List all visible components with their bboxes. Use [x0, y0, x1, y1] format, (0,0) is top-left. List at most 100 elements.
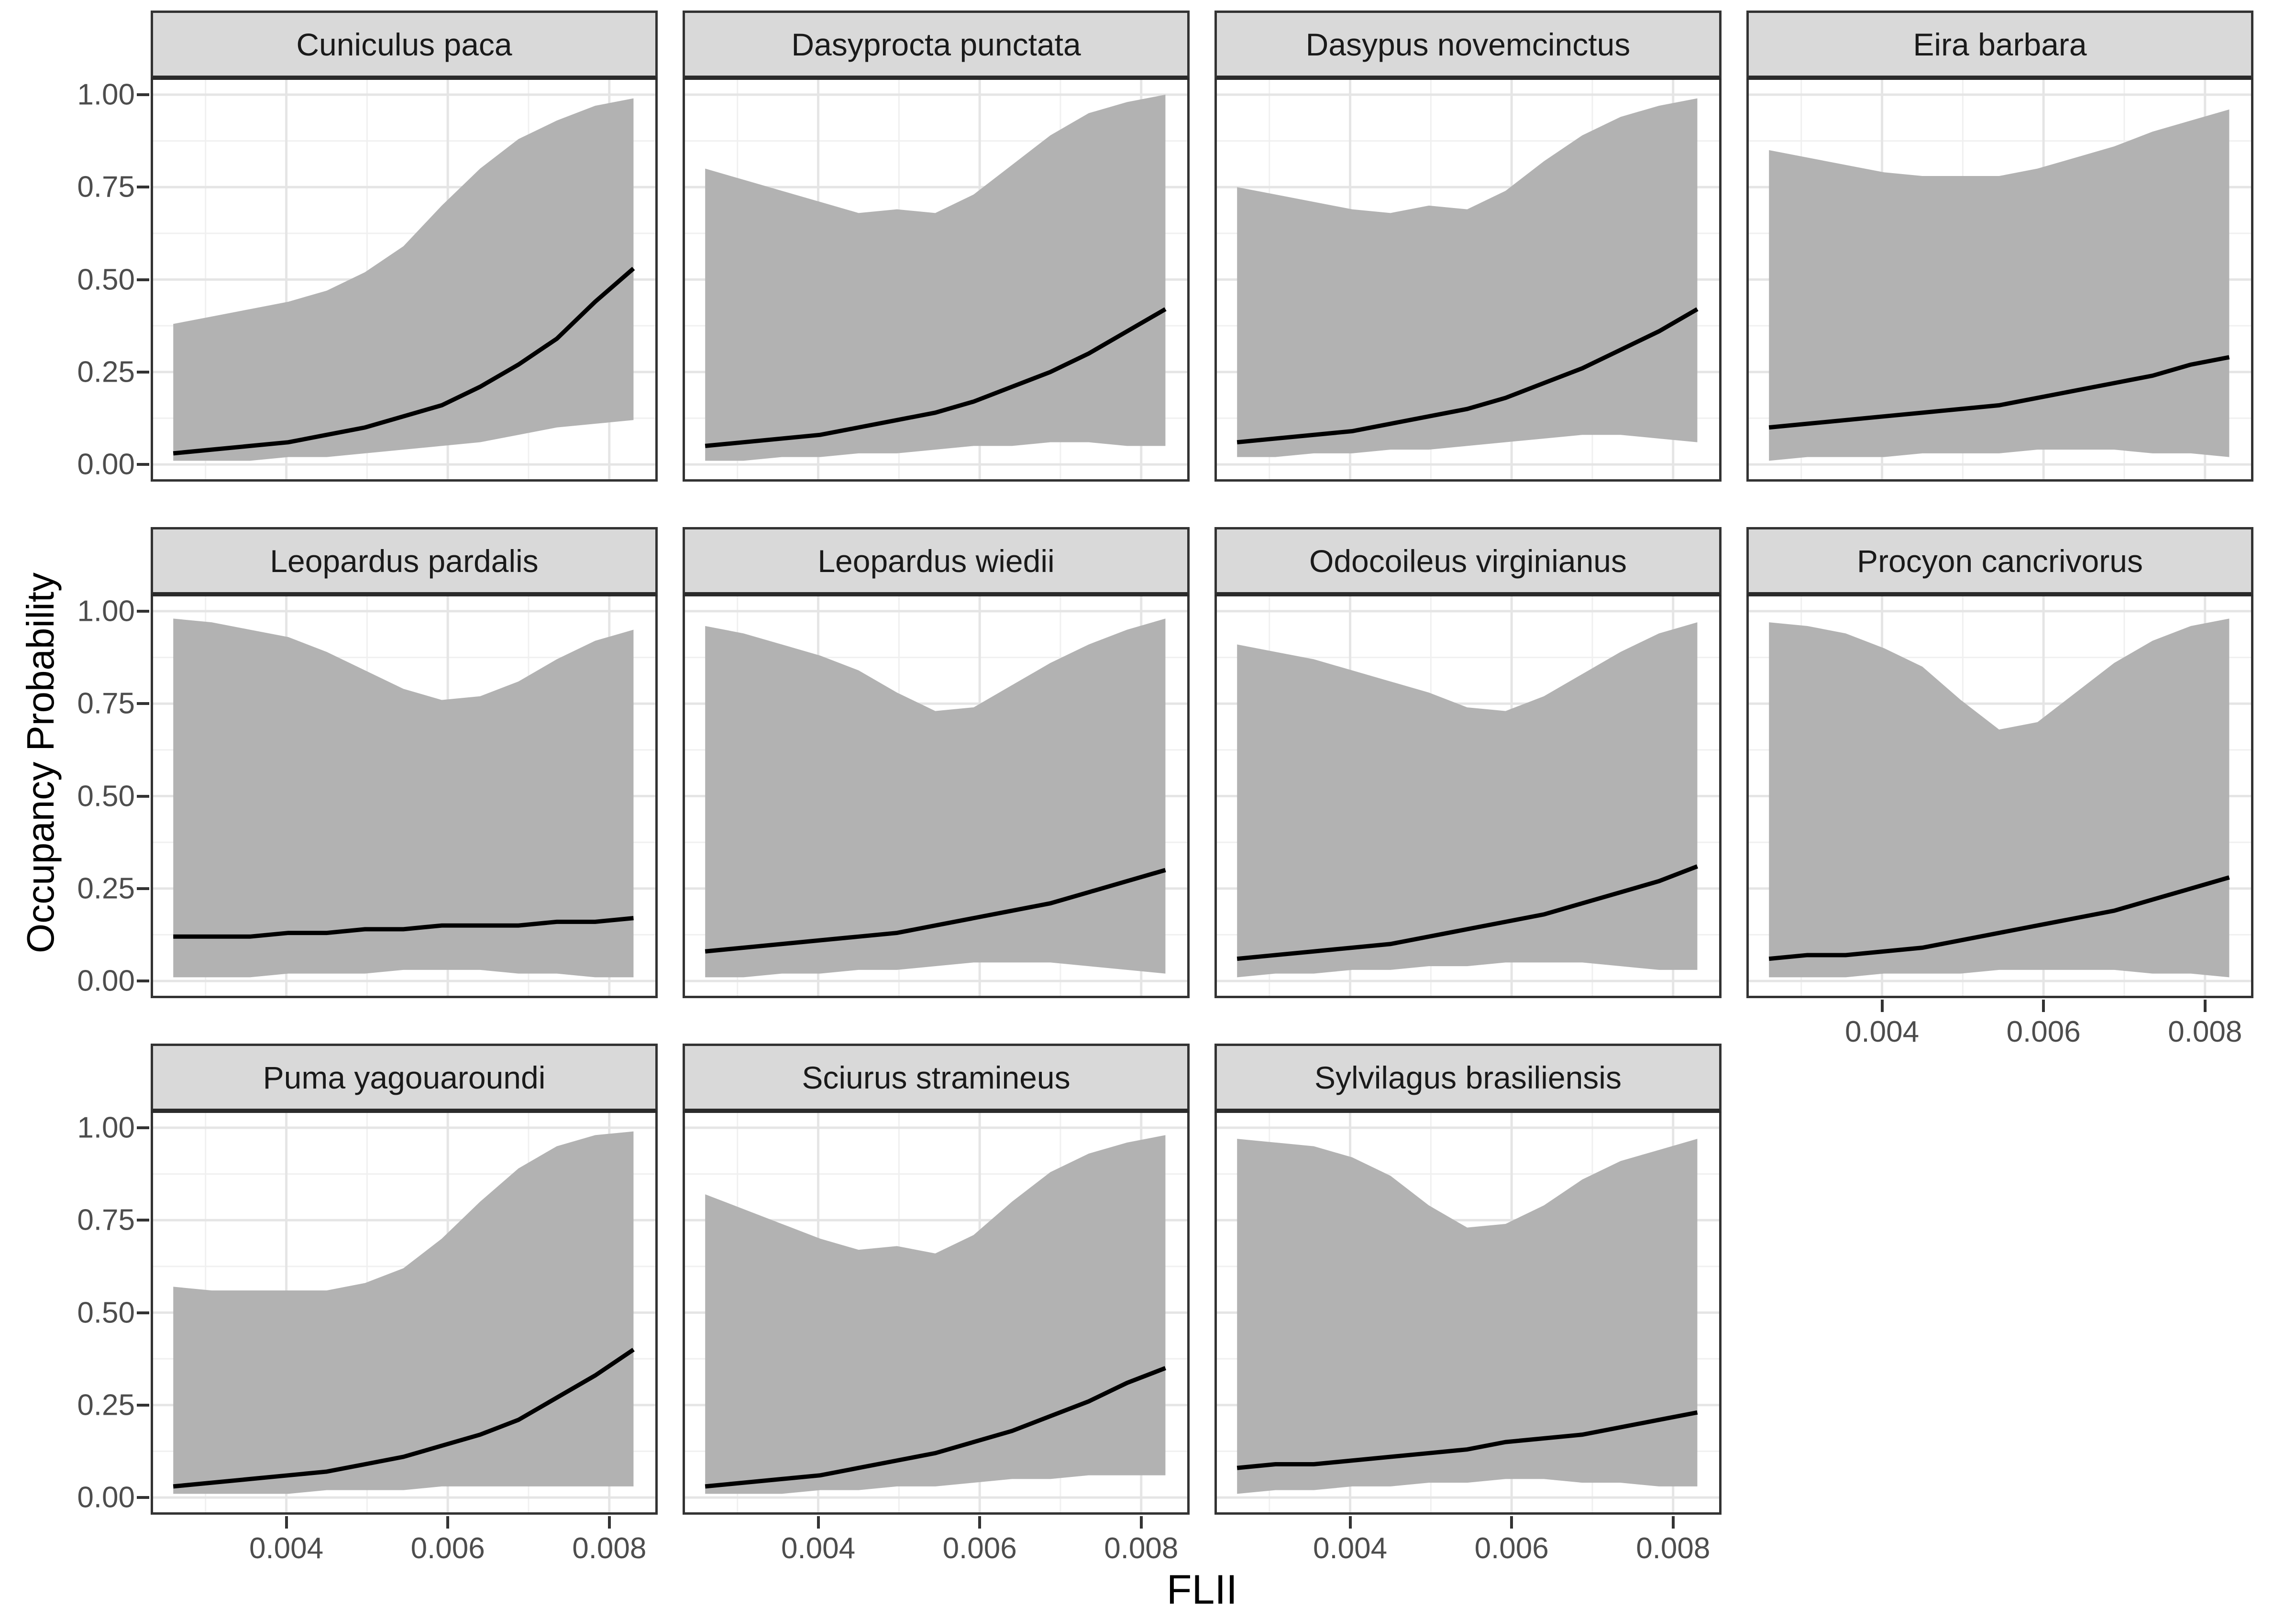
x-tick-label: 0.006: [1474, 1532, 1549, 1565]
facet-panel: 0.004 0.006 0.008: [683, 1113, 1190, 1565]
confidence-ribbon: [705, 1135, 1166, 1494]
y-tick-label: 0.75: [77, 687, 135, 720]
mean-occupancy-line: [173, 1350, 633, 1486]
y-tick-label: 0.75: [77, 170, 135, 204]
mean-occupancy-line: [705, 309, 1165, 446]
facet-title: Procyon cancrivorus: [1857, 543, 2143, 579]
facet-strip: Sylvilagus brasiliensis: [1214, 1044, 1722, 1113]
y-tick-mark: [137, 702, 149, 705]
mean-occupancy-line: [705, 1368, 1165, 1486]
facet-panel: [683, 596, 1190, 998]
facet-panel: 1.00 0.75 0.50 0.25 0.00: [77, 594, 658, 998]
y-tick-label: 1.00: [77, 78, 135, 111]
confidence-ribbon: [705, 618, 1166, 978]
x-tick-label: 0.004: [781, 1532, 856, 1565]
y-tick-label: 0.25: [77, 872, 135, 905]
facet-panel: 1.00 0.75 0.50 0.25 0.00: [77, 78, 658, 482]
confidence-ribbon: [1237, 622, 1698, 978]
y-tick-label: 0.75: [77, 1203, 135, 1237]
facet-strip: Puma yagouaroundi: [151, 1044, 658, 1113]
x-tick-mark: [607, 1516, 611, 1529]
facet-strip: Leopardus pardalis: [151, 527, 658, 596]
facet-title: Sylvilagus brasiliensis: [1314, 1059, 1622, 1095]
facet-dasyprocta-punctata: Dasyprocta punctata: [683, 11, 1190, 482]
facet-panel: [683, 80, 1190, 482]
y-tick-label: 1.00: [77, 594, 135, 628]
y-tick-mark: [137, 1219, 149, 1222]
facet-cuniculus-paca: Cuniculus paca 1.00 0.75 0.50 0.25 0.00: [77, 11, 658, 482]
y-tick-mark: [137, 1311, 149, 1314]
y-tick-mark: [137, 980, 149, 983]
x-tick-label: 0.004: [1844, 1015, 1920, 1048]
mean-occupancy-line: [705, 870, 1165, 951]
facet-title: Leopardus pardalis: [270, 543, 539, 579]
mean-occupancy-line: [1237, 1412, 1697, 1468]
facet-title: Eira barbara: [1913, 26, 2087, 62]
facet-strip: Sciurus stramineus: [683, 1044, 1190, 1113]
facet-plot-svg: [1749, 596, 2251, 996]
x-axis-title: FLII: [1166, 1567, 1238, 1607]
facet-plot-svg: [153, 80, 655, 479]
y-tick-label: 0.00: [77, 964, 135, 998]
x-tick-label: 0.008: [572, 1532, 647, 1565]
facet-strip: Procyon cancrivorus: [1746, 527, 2253, 596]
confidence-ribbon: [705, 94, 1166, 461]
facet-strip: Dasypus novemcinctus: [1214, 11, 1722, 80]
confidence-ribbon: [1769, 109, 2230, 461]
mean-occupancy-line: [1237, 309, 1697, 442]
y-tick-mark: [137, 1126, 149, 1129]
y-tick-mark: [137, 463, 149, 466]
facet-dasypus-novemcinctus: Dasypus novemcinctus: [1214, 11, 1722, 482]
y-tick-mark: [137, 794, 149, 798]
facet-plot-svg: [153, 1113, 655, 1512]
confidence-ribbon: [1237, 98, 1698, 457]
facet-panel: [1746, 80, 2253, 482]
x-tick-mark: [1880, 1000, 1884, 1012]
facet-plot-svg: [1217, 596, 1719, 996]
x-tick-mark: [446, 1516, 450, 1529]
x-tick-mark: [2203, 1000, 2207, 1012]
facet-title: Puma yagouaroundi: [263, 1059, 546, 1095]
facet-plot-svg: [685, 596, 1187, 996]
y-tick-mark: [137, 278, 149, 281]
x-tick-label: 0.006: [2006, 1015, 2081, 1048]
confidence-ribbon: [173, 1131, 634, 1494]
y-tick-label: 0.00: [77, 448, 135, 481]
facet-plot-svg: [1749, 80, 2251, 479]
facet-odocoileus-virginianus: Odocoileus virginianus: [1214, 527, 1722, 998]
facet-panel: 1.00 0.75 0.50 0.25 0.00 0.004 0.006 0.0…: [77, 1111, 658, 1565]
x-tick-mark: [285, 1516, 288, 1529]
mean-occupancy-line: [173, 268, 633, 453]
x-tick-mark: [1139, 1516, 1143, 1529]
facet-strip: Cuniculus paca: [151, 11, 658, 80]
y-tick-label: 0.50: [77, 263, 135, 296]
facet-panel: [1214, 596, 1722, 998]
facet-leopardus-pardalis: Leopardus pardalis 1.00 0.75 0.50 0.25 0…: [77, 527, 658, 998]
x-tick-mark: [1671, 1516, 1675, 1529]
facet-puma-yagouaroundi: Puma yagouaroundi 1.00 0.75 0.50 0.25 0.…: [77, 1044, 658, 1565]
facet-grid: Cuniculus paca 1.00 0.75 0.50 0.25 0.00: [77, 11, 2296, 1565]
x-tick-mark: [1348, 1516, 1352, 1529]
y-tick-mark: [137, 370, 149, 374]
facet-panel: 0.004 0.006 0.008: [1746, 596, 2253, 1048]
mean-occupancy-line: [173, 918, 633, 937]
facet-strip: Odocoileus virginianus: [1214, 527, 1722, 596]
facet-strip: Leopardus wiedii: [683, 527, 1190, 596]
x-tick-label: 0.006: [410, 1532, 485, 1565]
y-tick-mark: [137, 887, 149, 890]
x-tick-label: 0.008: [1636, 1532, 1711, 1565]
y-tick-mark: [137, 93, 149, 96]
x-tick-mark: [1510, 1516, 1513, 1529]
y-tick-label: 0.00: [77, 1481, 135, 1514]
y-axis-title: Occupancy Probability: [19, 572, 62, 953]
x-tick-mark: [978, 1516, 982, 1529]
y-tick-mark: [137, 1496, 149, 1499]
x-tick-label: 0.008: [1104, 1532, 1179, 1565]
x-tick-label: 0.008: [2168, 1015, 2242, 1048]
mean-occupancy-line: [1237, 866, 1697, 958]
facet-strip: Eira barbara: [1746, 11, 2253, 80]
y-tick-mark: [137, 1403, 149, 1407]
facet-title: Cuniculus paca: [296, 26, 512, 62]
facet-strip: Dasyprocta punctata: [683, 11, 1190, 80]
confidence-ribbon: [173, 618, 634, 978]
